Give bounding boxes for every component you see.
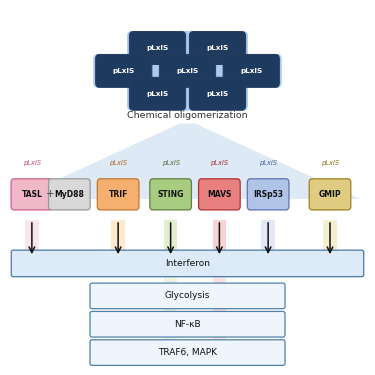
Text: pLxIS: pLxIS xyxy=(206,45,229,51)
FancyBboxPatch shape xyxy=(25,220,39,263)
FancyBboxPatch shape xyxy=(150,179,192,210)
FancyBboxPatch shape xyxy=(213,220,226,263)
FancyBboxPatch shape xyxy=(90,340,285,365)
FancyBboxPatch shape xyxy=(11,179,53,210)
FancyBboxPatch shape xyxy=(98,179,139,210)
FancyBboxPatch shape xyxy=(323,220,337,263)
FancyBboxPatch shape xyxy=(129,77,186,110)
Text: TRAF6, MAPK: TRAF6, MAPK xyxy=(158,348,217,357)
Text: pLxIS: pLxIS xyxy=(109,160,127,166)
Text: pLxIS: pLxIS xyxy=(146,45,169,51)
Text: +: + xyxy=(46,189,55,200)
Text: IRSp53: IRSp53 xyxy=(253,190,283,199)
FancyBboxPatch shape xyxy=(90,311,285,337)
FancyBboxPatch shape xyxy=(90,283,285,309)
Text: pLxIS: pLxIS xyxy=(176,68,199,74)
Text: STING: STING xyxy=(158,190,184,199)
Text: pLxIS: pLxIS xyxy=(146,91,169,97)
FancyBboxPatch shape xyxy=(11,250,364,277)
FancyBboxPatch shape xyxy=(164,252,177,366)
Text: GMIP: GMIP xyxy=(319,190,341,199)
FancyBboxPatch shape xyxy=(111,220,125,263)
Text: TRIF: TRIF xyxy=(108,190,128,199)
Text: NF-κB: NF-κB xyxy=(174,320,201,329)
FancyBboxPatch shape xyxy=(96,54,152,87)
Text: pLxIS: pLxIS xyxy=(112,68,135,74)
Text: TASL: TASL xyxy=(21,190,42,199)
FancyBboxPatch shape xyxy=(94,54,281,87)
Text: MAVS: MAVS xyxy=(207,190,231,199)
FancyBboxPatch shape xyxy=(213,252,226,366)
Text: pLxIS: pLxIS xyxy=(321,160,339,166)
FancyBboxPatch shape xyxy=(129,32,186,64)
Text: pLxIS: pLxIS xyxy=(162,160,180,166)
Text: Chemical oligomerization: Chemical oligomerization xyxy=(127,111,248,120)
FancyBboxPatch shape xyxy=(248,179,289,210)
Polygon shape xyxy=(15,123,360,199)
FancyBboxPatch shape xyxy=(199,179,240,210)
FancyBboxPatch shape xyxy=(128,77,248,110)
FancyBboxPatch shape xyxy=(223,54,279,87)
FancyBboxPatch shape xyxy=(261,220,275,263)
Text: pLxIS: pLxIS xyxy=(210,160,228,166)
FancyBboxPatch shape xyxy=(189,77,246,110)
Text: pLxIS: pLxIS xyxy=(23,160,41,166)
Text: pLxIS: pLxIS xyxy=(259,160,277,166)
FancyBboxPatch shape xyxy=(159,54,216,87)
Text: MyD88: MyD88 xyxy=(54,190,84,199)
Text: Glycolysis: Glycolysis xyxy=(165,291,210,300)
Text: pLxIS: pLxIS xyxy=(240,68,262,74)
Text: Interferon: Interferon xyxy=(165,259,210,268)
FancyBboxPatch shape xyxy=(309,179,351,210)
Text: pLxIS: pLxIS xyxy=(206,91,229,97)
FancyBboxPatch shape xyxy=(189,32,246,64)
FancyBboxPatch shape xyxy=(49,179,90,210)
FancyBboxPatch shape xyxy=(164,220,177,263)
FancyBboxPatch shape xyxy=(128,32,248,64)
